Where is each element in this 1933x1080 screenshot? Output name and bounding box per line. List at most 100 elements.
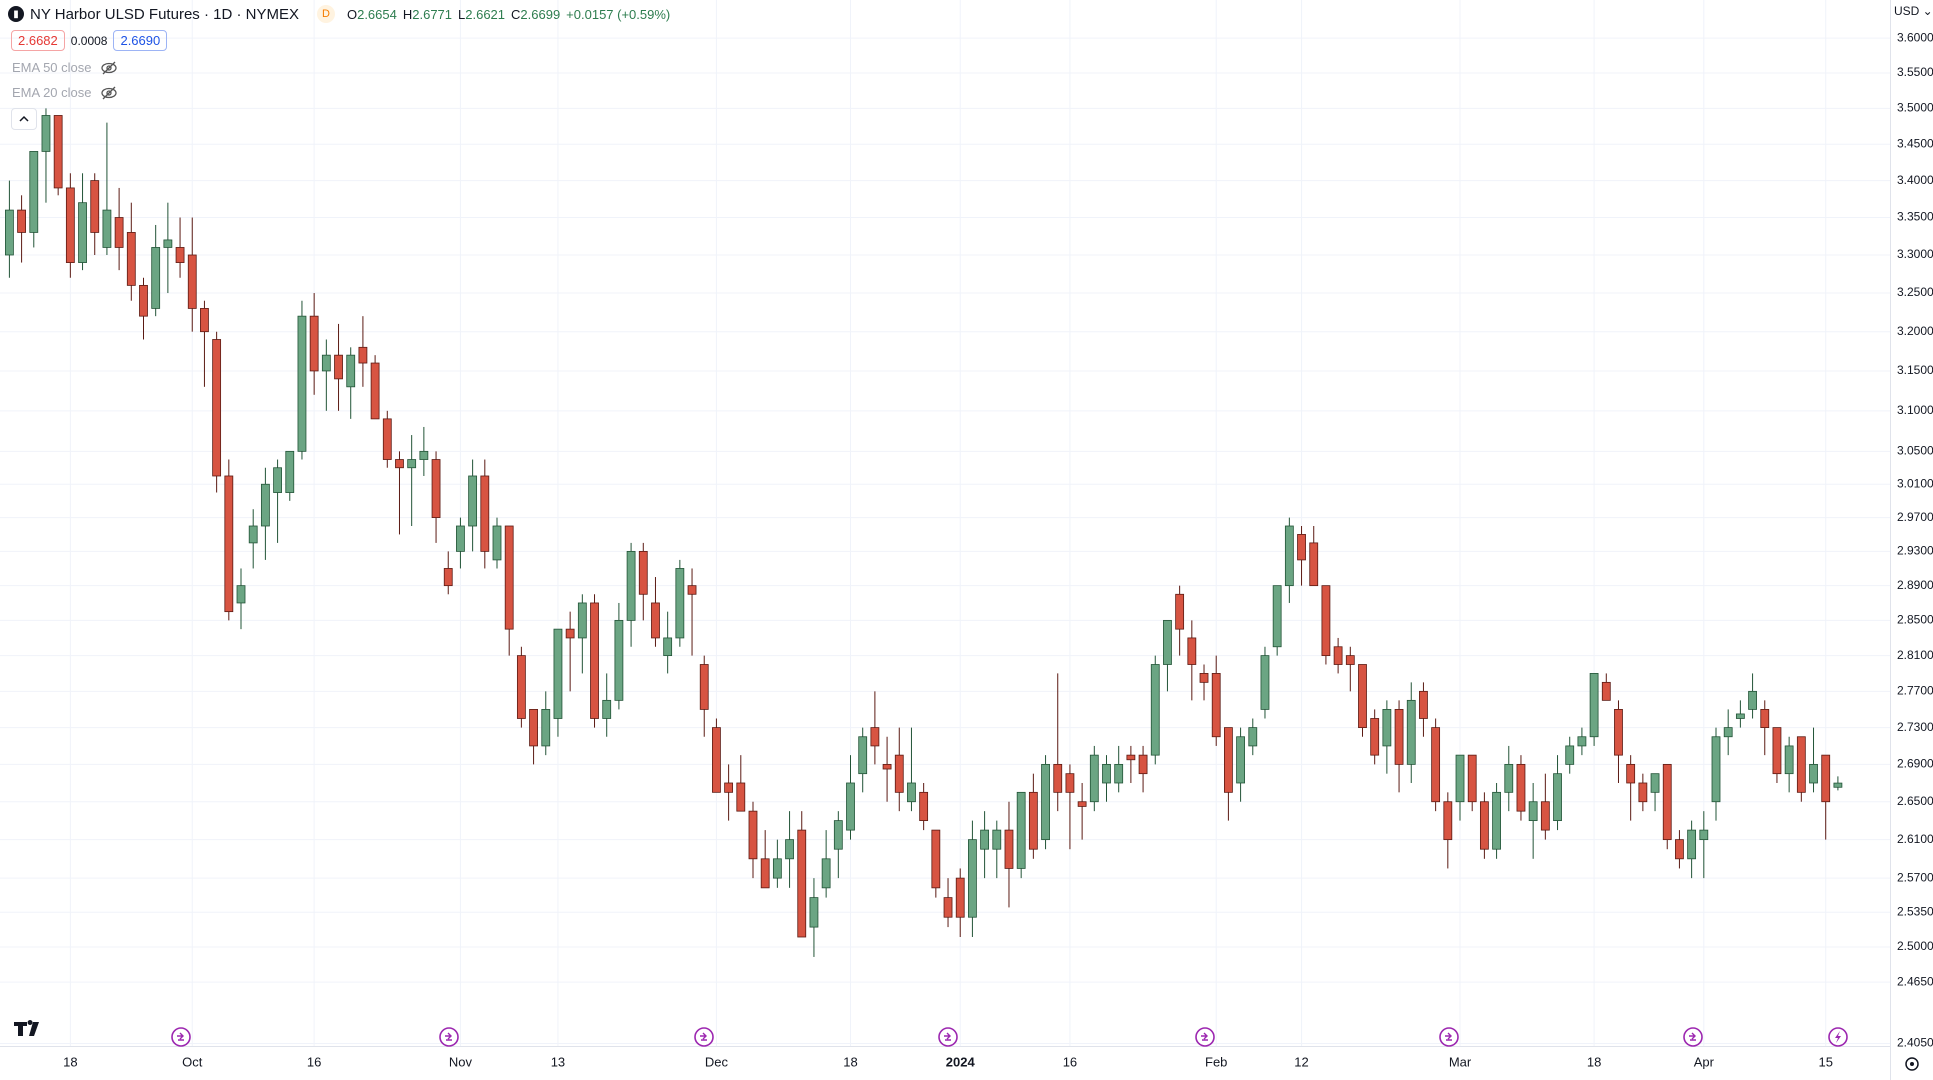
candle-body bbox=[1711, 736, 1721, 803]
candle-body bbox=[943, 897, 953, 918]
candle-body bbox=[955, 877, 965, 918]
candle-body bbox=[102, 209, 112, 248]
candle-body bbox=[285, 450, 295, 493]
candle-body bbox=[1662, 763, 1672, 841]
event-marker[interactable] bbox=[1828, 1027, 1848, 1047]
candle-body bbox=[772, 858, 782, 879]
candle-body bbox=[1796, 736, 1806, 793]
hidden-icon[interactable] bbox=[100, 86, 118, 100]
collapse-button[interactable] bbox=[11, 108, 37, 130]
candle-body bbox=[736, 782, 746, 812]
ohlc-value: 2.6621 bbox=[465, 6, 506, 22]
candle-body bbox=[17, 209, 26, 233]
candle-body bbox=[858, 736, 868, 775]
candle-body bbox=[1528, 801, 1538, 822]
candle-body bbox=[821, 858, 831, 889]
candle-body bbox=[480, 475, 490, 552]
candle-body bbox=[407, 459, 417, 469]
ohlc-value: 2.6699 bbox=[520, 6, 561, 22]
candle-body bbox=[1394, 709, 1404, 765]
y-tick-label: 3.4500 bbox=[1897, 136, 1933, 150]
bid-price[interactable]: 2.6682 bbox=[11, 30, 65, 51]
delay-badge[interactable]: D bbox=[316, 5, 335, 23]
candle-body bbox=[919, 791, 929, 822]
candle-body bbox=[139, 284, 148, 317]
candle-body bbox=[1321, 585, 1331, 657]
candle-body bbox=[53, 115, 63, 189]
ohlc-item: L2.6621 bbox=[458, 7, 505, 22]
x-tick-label: Feb bbox=[1205, 1054, 1227, 1069]
ohlc-values: O2.6654 H2.6771 L2.6621 C2.6699 +0.0157 (+0.… bbox=[347, 7, 670, 22]
candle-body bbox=[602, 699, 612, 719]
y-tick-label: 2.6100 bbox=[1897, 832, 1933, 846]
candle-body bbox=[1370, 718, 1380, 756]
candle-body bbox=[175, 247, 185, 263]
hidden-icon[interactable] bbox=[100, 61, 118, 75]
indicator-row[interactable]: EMA 50 close bbox=[12, 60, 118, 75]
candle-body bbox=[760, 858, 770, 889]
candle-body bbox=[370, 362, 380, 420]
y-tick-label: 3.6000 bbox=[1897, 30, 1933, 44]
candle-body bbox=[553, 628, 563, 719]
candle-body bbox=[1467, 754, 1477, 803]
event-marker[interactable] bbox=[694, 1027, 714, 1047]
candle-body bbox=[675, 568, 685, 639]
candle-body bbox=[1638, 782, 1648, 803]
candle-body bbox=[346, 354, 356, 388]
candle-body bbox=[1199, 673, 1209, 683]
event-marker[interactable] bbox=[439, 1027, 459, 1047]
candle-body bbox=[90, 180, 100, 233]
candle-body bbox=[1735, 713, 1745, 719]
candle-body bbox=[1345, 655, 1355, 665]
candle-body bbox=[321, 354, 331, 372]
candle-body bbox=[1833, 782, 1843, 788]
event-marker[interactable] bbox=[1195, 1027, 1215, 1047]
candle-body bbox=[1236, 736, 1245, 784]
candle-body bbox=[1187, 637, 1197, 665]
candle-body bbox=[1614, 709, 1623, 756]
symbol-title[interactable]: NY Harbor ULSD Futures · 1D · NYMEX bbox=[30, 5, 299, 23]
event-icon bbox=[694, 1027, 714, 1047]
candle-body bbox=[1041, 763, 1050, 841]
candle-body bbox=[846, 782, 855, 831]
candle-body bbox=[151, 247, 161, 309]
candle-body bbox=[1821, 754, 1831, 803]
candle-body bbox=[29, 151, 39, 233]
event-glyph bbox=[1201, 1032, 1208, 1041]
event-marker[interactable] bbox=[1439, 1027, 1459, 1047]
candle-body bbox=[541, 709, 551, 747]
x-tick-label: Apr bbox=[1694, 1054, 1715, 1069]
candle-body bbox=[1089, 754, 1099, 803]
candle-body bbox=[236, 585, 246, 604]
y-tick-label: 2.8100 bbox=[1897, 648, 1933, 662]
event-marker[interactable] bbox=[938, 1027, 958, 1047]
candle-body bbox=[468, 475, 478, 527]
candle-body bbox=[1492, 791, 1501, 850]
x-tick-label: 13 bbox=[551, 1054, 565, 1069]
candle-body bbox=[1589, 673, 1599, 738]
y-tick-label: 3.2000 bbox=[1897, 324, 1933, 338]
event-icon bbox=[938, 1027, 958, 1047]
candle-body bbox=[712, 727, 721, 793]
candle-body bbox=[590, 602, 599, 719]
chevron-icon bbox=[19, 115, 29, 122]
candle-body bbox=[968, 839, 977, 918]
y-tick-label: 3.4000 bbox=[1897, 173, 1933, 187]
candle-body bbox=[1784, 745, 1794, 775]
currency-selector[interactable]: USD ⌄ bbox=[1894, 4, 1933, 18]
candle-body bbox=[1675, 839, 1684, 860]
event-marker[interactable] bbox=[1683, 1027, 1703, 1047]
event-marker[interactable] bbox=[171, 1027, 191, 1047]
candle-body bbox=[443, 568, 453, 587]
candle-body bbox=[1760, 709, 1770, 728]
y-tick-label: 3.1500 bbox=[1897, 363, 1933, 377]
candle-body bbox=[1748, 690, 1757, 710]
ask-price[interactable]: 2.6690 bbox=[113, 30, 168, 51]
spread: 0.0008 bbox=[70, 33, 108, 48]
indicator-row[interactable]: EMA 20 close bbox=[12, 85, 118, 100]
candle-body bbox=[224, 475, 234, 613]
candle-body bbox=[1211, 673, 1221, 738]
ohlc-item: H2.6771 bbox=[403, 7, 452, 22]
candle-body bbox=[1516, 763, 1526, 812]
